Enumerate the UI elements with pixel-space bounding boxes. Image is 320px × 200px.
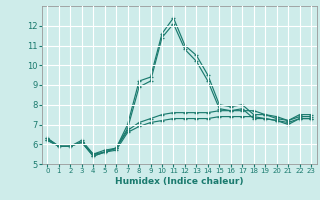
X-axis label: Humidex (Indice chaleur): Humidex (Indice chaleur) [115,177,244,186]
